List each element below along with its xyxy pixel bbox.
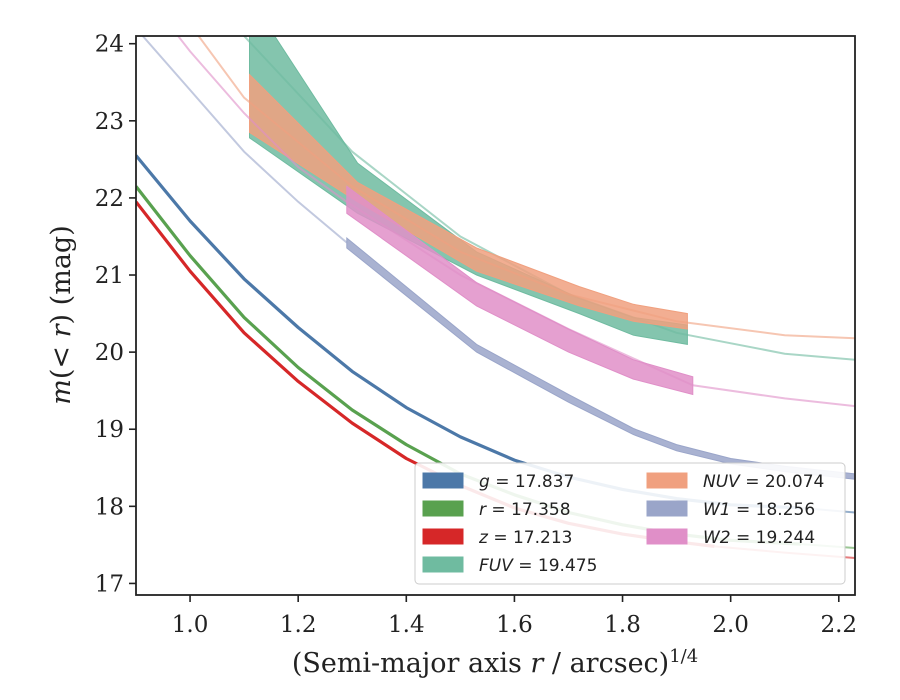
x-tick-label: 1.0 bbox=[172, 612, 209, 638]
series-w1-model-line bbox=[141, 36, 348, 244]
legend: g = 17.837 r = 17.358 z = 17.213 FUV = 19.4… bbox=[414, 462, 846, 585]
plot-frame bbox=[135, 35, 856, 596]
legend-swatch-fuv bbox=[422, 556, 464, 573]
ticks-layer: 1.0 1.2 1.4 1.6 1.8 2.0 2.2 17 18 19 20 21 22 23 24 bbox=[95, 32, 857, 638]
series-nuv bbox=[197, 36, 855, 340]
x-tick-label: 2.0 bbox=[712, 612, 749, 638]
series-nuv-model-line bbox=[197, 36, 855, 340]
series-nuv-band bbox=[249, 73, 688, 330]
legend-swatch-z bbox=[422, 528, 464, 545]
y-tick-label: 18 bbox=[95, 494, 124, 520]
legend-box bbox=[414, 462, 846, 585]
legend-label-w2: W2 = 19.244 bbox=[703, 528, 815, 548]
y-tick-label: 22 bbox=[95, 186, 124, 212]
x-tick-label: 1.6 bbox=[496, 612, 533, 638]
x-tick-label: 2.2 bbox=[820, 612, 857, 638]
y-tick-label: 20 bbox=[95, 340, 124, 366]
legend-swatch-g bbox=[422, 472, 464, 489]
y-tick-label: 19 bbox=[95, 417, 124, 443]
legend-label-w1: W1 = 18.256 bbox=[703, 500, 815, 520]
y-tick-label: 24 bbox=[95, 32, 124, 58]
y-axis-label: m(< r) (mag) bbox=[46, 225, 77, 404]
x-tick-label: 1.4 bbox=[388, 612, 425, 638]
x-tick-label: 1.2 bbox=[280, 612, 317, 638]
x-tick-label: 1.8 bbox=[604, 612, 641, 638]
legend-label-r: r = 17.358 bbox=[479, 500, 571, 520]
series-w2 bbox=[176, 36, 855, 408]
x-axis-label: (Semi-major axis r / arcsec)1/4 bbox=[292, 646, 698, 679]
legend-label-nuv: NUV = 20.074 bbox=[703, 472, 824, 492]
series-w1-band bbox=[346, 236, 855, 480]
series-w2-model-line bbox=[176, 36, 855, 408]
legend-label-fuv: FUV = 19.475 bbox=[479, 556, 597, 576]
series-w2-band bbox=[346, 185, 694, 396]
y-tick-label: 23 bbox=[95, 109, 124, 135]
series-w1 bbox=[141, 36, 855, 480]
legend-label-z: z = 17.213 bbox=[478, 528, 572, 548]
legend-swatch-w1 bbox=[646, 500, 688, 517]
legend-swatch-r bbox=[422, 500, 464, 517]
legend-swatch-nuv bbox=[646, 472, 688, 489]
legend-swatch-w2 bbox=[646, 528, 688, 545]
legend-label-g: g = 17.837 bbox=[479, 472, 574, 492]
y-tick-label: 17 bbox=[95, 571, 124, 597]
y-tick-label: 21 bbox=[95, 263, 124, 289]
